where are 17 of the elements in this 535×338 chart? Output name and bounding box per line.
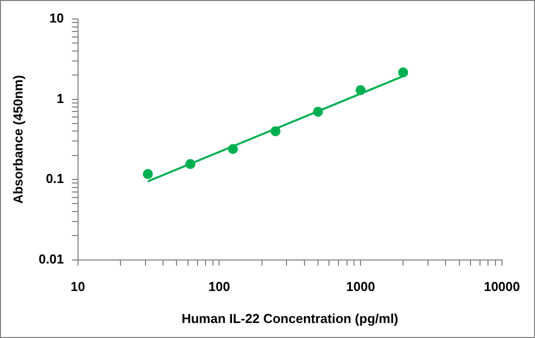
- point: [142, 169, 153, 180]
- x-tick-label: 100: [208, 279, 230, 294]
- point: [228, 144, 238, 154]
- y-tick-label: 10: [49, 10, 64, 26]
- point: [185, 159, 196, 170]
- point: [356, 85, 366, 96]
- y-tick-label: 1: [56, 90, 64, 106]
- y-tick-label: 0.1: [46, 171, 64, 186]
- y-tick-label: 0.01: [38, 251, 64, 266]
- y-axis-title: Absorbance (450nm): [10, 75, 26, 204]
- point: [270, 126, 280, 136]
- x-tick-label: 1000: [346, 279, 376, 294]
- point: [313, 106, 324, 117]
- point: [398, 67, 408, 78]
- x-tick-label: 10: [70, 279, 86, 294]
- x-tick-label: 10000: [484, 279, 520, 294]
- x-axis-title: Human IL-22 Concentration (pg/ml): [182, 310, 398, 326]
